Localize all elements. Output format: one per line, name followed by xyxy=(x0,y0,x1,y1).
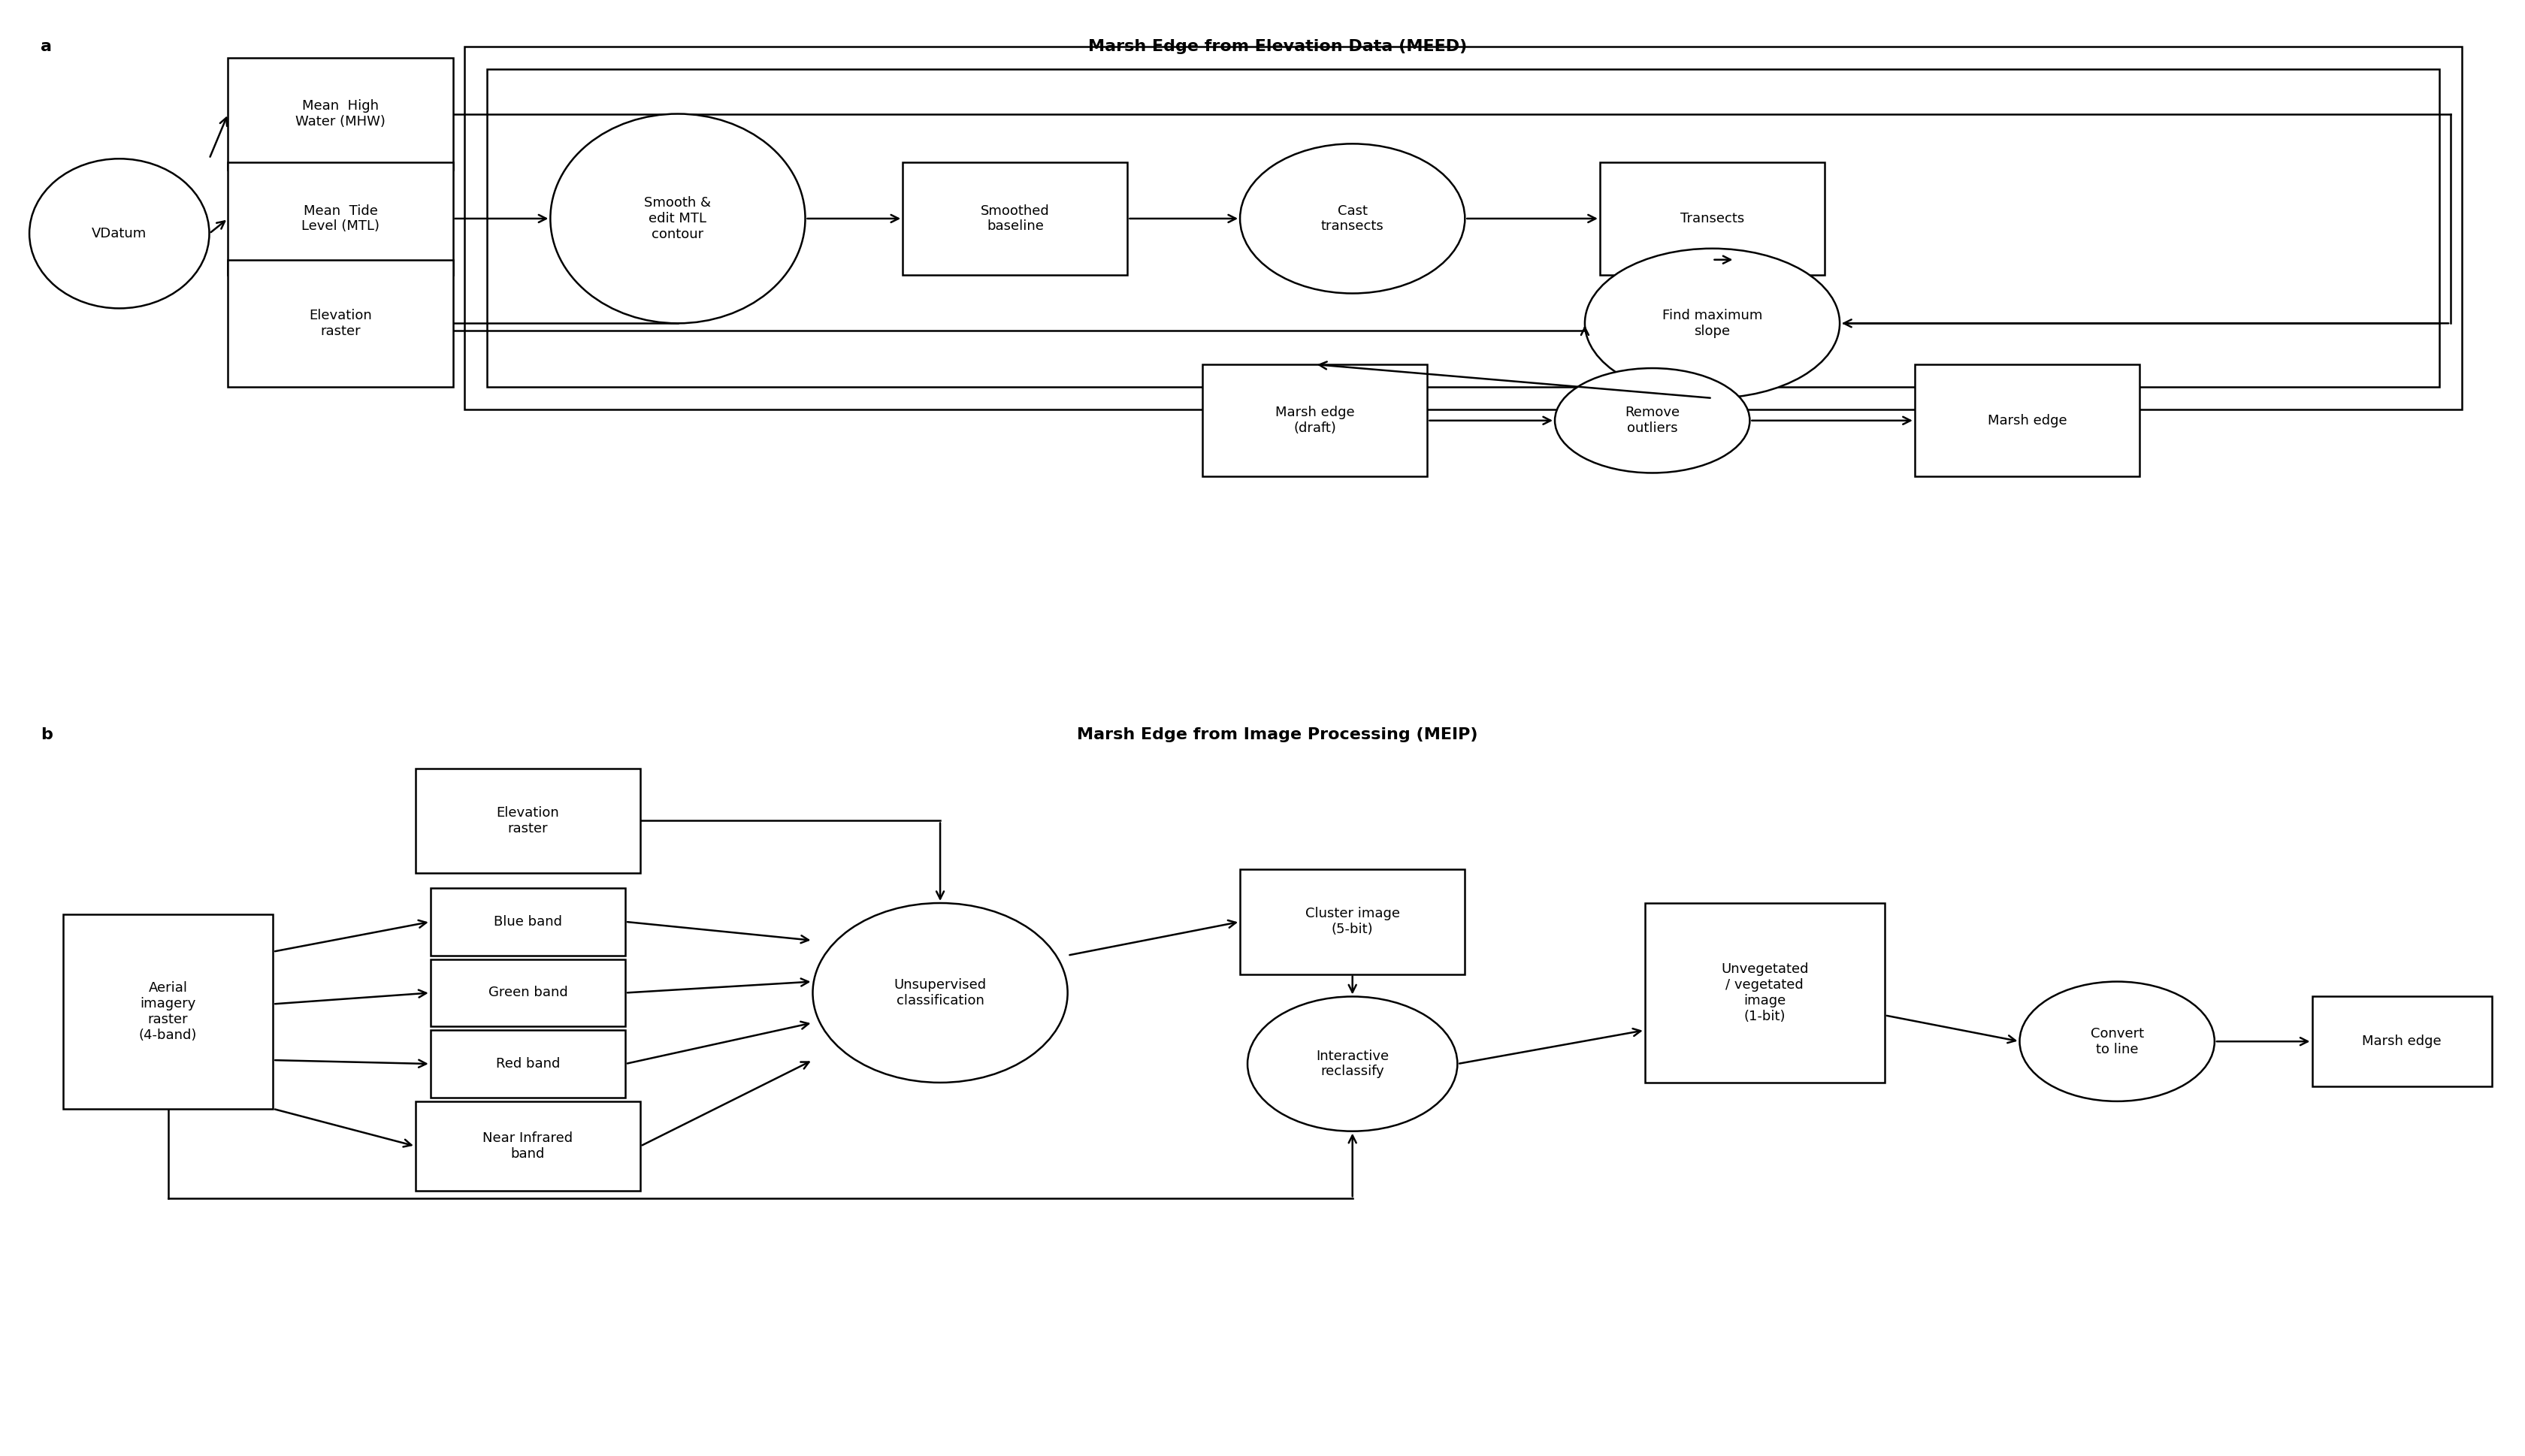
Text: Marsh Edge from Elevation Data (MEED): Marsh Edge from Elevation Data (MEED) xyxy=(1088,39,1467,54)
Text: Smooth &
edit MTL
contour: Smooth & edit MTL contour xyxy=(644,197,712,240)
FancyBboxPatch shape xyxy=(1914,364,2139,476)
FancyBboxPatch shape xyxy=(465,47,2462,409)
FancyBboxPatch shape xyxy=(1601,163,1826,275)
Text: Near Infrared
band: Near Infrared band xyxy=(482,1131,573,1160)
FancyBboxPatch shape xyxy=(227,58,452,170)
Text: Smoothed
baseline: Smoothed baseline xyxy=(980,204,1050,233)
Text: Unsupervised
classification: Unsupervised classification xyxy=(894,978,987,1008)
FancyBboxPatch shape xyxy=(901,163,1129,275)
Text: Cluster image
(5-bit): Cluster image (5-bit) xyxy=(1305,907,1399,936)
Text: Green band: Green band xyxy=(487,986,568,1000)
Text: Elevation
raster: Elevation raster xyxy=(308,309,371,338)
Text: Remove
outliers: Remove outliers xyxy=(1624,406,1679,435)
Text: Mean  High
Water (MHW): Mean High Water (MHW) xyxy=(295,99,386,128)
Text: Find maximum
slope: Find maximum slope xyxy=(1661,309,1762,338)
Ellipse shape xyxy=(1240,144,1464,293)
Ellipse shape xyxy=(1555,368,1750,473)
Text: Red band: Red band xyxy=(495,1057,561,1070)
Text: Unvegetated
/ vegetated
image
(1-bit): Unvegetated / vegetated image (1-bit) xyxy=(1722,962,1808,1024)
Text: Aerial
imagery
raster
(4-band): Aerial imagery raster (4-band) xyxy=(139,981,197,1041)
FancyBboxPatch shape xyxy=(429,1031,626,1098)
Text: b: b xyxy=(40,727,53,743)
Text: Marsh edge
(draft): Marsh edge (draft) xyxy=(1275,406,1353,435)
FancyBboxPatch shape xyxy=(1644,903,1884,1083)
FancyBboxPatch shape xyxy=(429,888,626,955)
Ellipse shape xyxy=(2020,981,2214,1101)
Text: Marsh Edge from Image Processing (MEIP): Marsh Edge from Image Processing (MEIP) xyxy=(1078,727,1477,743)
Text: Marsh edge: Marsh edge xyxy=(2363,1035,2442,1048)
FancyBboxPatch shape xyxy=(2313,996,2492,1086)
FancyBboxPatch shape xyxy=(1240,869,1464,974)
Ellipse shape xyxy=(1586,249,1841,397)
Text: Mean  Tide
Level (MTL): Mean Tide Level (MTL) xyxy=(300,204,379,233)
FancyBboxPatch shape xyxy=(417,1101,641,1191)
Text: Elevation
raster: Elevation raster xyxy=(497,807,561,836)
Text: Transects: Transects xyxy=(1679,211,1745,226)
Ellipse shape xyxy=(1247,996,1457,1131)
Text: Cast
transects: Cast transects xyxy=(1321,204,1384,233)
FancyBboxPatch shape xyxy=(429,960,626,1026)
Text: Blue band: Blue band xyxy=(495,914,563,929)
Ellipse shape xyxy=(813,903,1068,1083)
Ellipse shape xyxy=(550,114,805,323)
Text: VDatum: VDatum xyxy=(91,227,146,240)
Text: a: a xyxy=(40,39,53,54)
FancyBboxPatch shape xyxy=(227,163,452,275)
Text: Interactive
reclassify: Interactive reclassify xyxy=(1316,1050,1389,1079)
Text: Convert
to line: Convert to line xyxy=(2091,1026,2144,1056)
FancyBboxPatch shape xyxy=(227,259,452,387)
FancyBboxPatch shape xyxy=(1202,364,1427,476)
Ellipse shape xyxy=(30,159,210,309)
FancyBboxPatch shape xyxy=(487,68,2439,387)
FancyBboxPatch shape xyxy=(417,769,641,874)
FancyBboxPatch shape xyxy=(63,914,273,1109)
Text: Marsh edge: Marsh edge xyxy=(1987,414,2068,427)
